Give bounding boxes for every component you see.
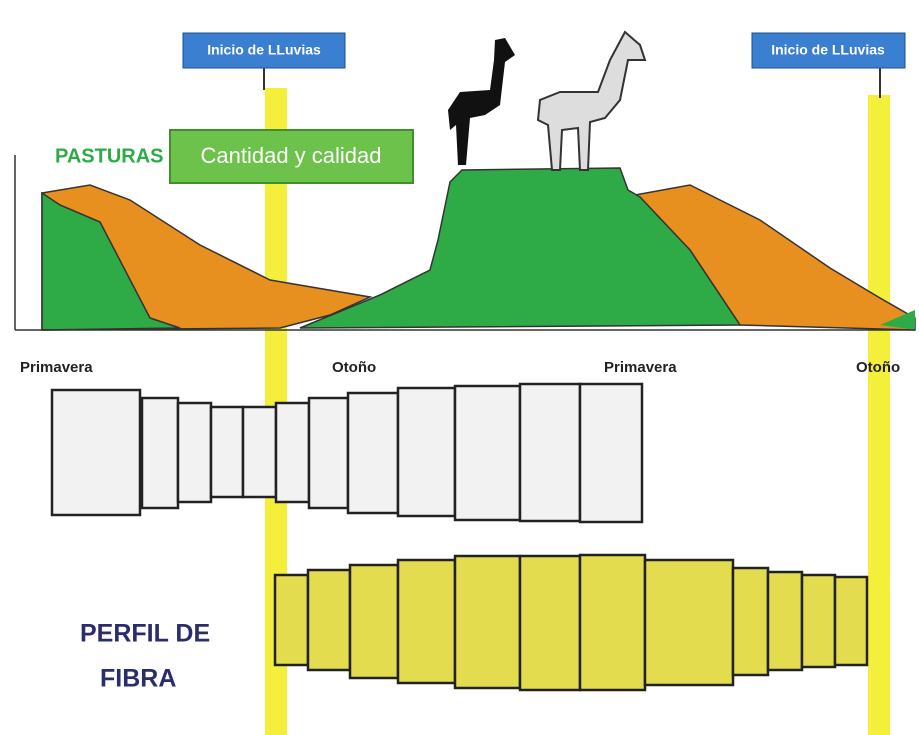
- llama-icon: [448, 38, 515, 165]
- rain-start-box: [182, 32, 346, 69]
- pasture-box-label: Cantidad y calidad: [200, 143, 381, 168]
- fiber-segment: [241, 405, 278, 499]
- pasture-box: [169, 129, 414, 184]
- fiber-segment: [453, 384, 522, 522]
- fiber-segment: [578, 382, 644, 524]
- rain-start-box: [751, 32, 906, 69]
- fiber-segment: [800, 573, 837, 669]
- season-label: Otoño: [856, 359, 900, 376]
- fiber-segments: [273, 553, 869, 692]
- fiber-segment: [518, 554, 582, 692]
- fiber-segment: [731, 566, 770, 677]
- season-label: Primavera: [604, 359, 677, 376]
- fiber-segment: [140, 396, 180, 510]
- fiber-segment: [346, 391, 400, 515]
- fiber-segment: [833, 575, 869, 667]
- fiber-segment: [578, 553, 647, 692]
- fiber-segment: [50, 388, 142, 517]
- fiber-segment: [453, 554, 522, 690]
- fiber-segment: [396, 386, 457, 518]
- season-label: Otoño: [332, 359, 376, 376]
- rain-band: [868, 95, 890, 735]
- fiber-segment: [306, 568, 352, 672]
- pastures-label: PASTURAS: [55, 145, 164, 167]
- fiber-segment: [643, 558, 735, 687]
- season-label: Primavera: [20, 359, 93, 376]
- fiber-segment: [274, 401, 311, 504]
- fiber-segment: [273, 573, 310, 667]
- fiber-segment: [307, 396, 350, 510]
- fiber-segment: [396, 558, 457, 685]
- rain-start-label: Inicio de LLuvias: [771, 42, 885, 58]
- alpaca-icon: [536, 30, 647, 171]
- fiber-segments: [50, 382, 644, 524]
- pasture-green-area: [299, 167, 742, 329]
- fiber-segment: [176, 401, 213, 504]
- fiber-segment: [518, 382, 582, 523]
- fiber-segment: [348, 563, 400, 680]
- fiber-profile-label: PERFIL DE: [80, 620, 210, 648]
- pasture-green-area: [880, 310, 915, 330]
- rain-start-label: Inicio de LLuvias: [207, 42, 321, 58]
- fiber-profile-label: FIBRA: [100, 665, 176, 693]
- fiber-segment: [766, 570, 804, 672]
- fiber-segment: [209, 405, 245, 499]
